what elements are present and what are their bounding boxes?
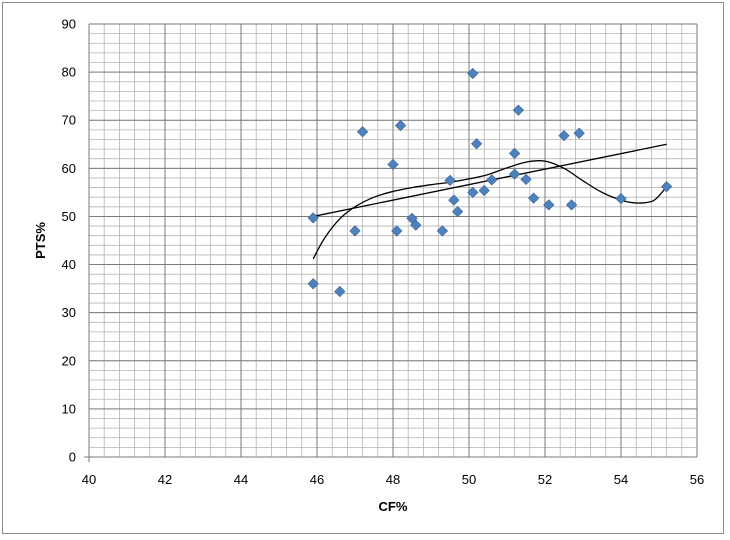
x-tick-label: 48 — [386, 472, 400, 487]
data-point — [486, 174, 498, 186]
data-point — [543, 199, 555, 211]
y-tick-label: 50 — [62, 209, 76, 224]
y-axis-title: PTS% — [33, 222, 48, 259]
x-tick-label: 50 — [462, 472, 476, 487]
data-point — [410, 219, 422, 231]
data-point — [520, 173, 532, 186]
axes — [84, 24, 697, 462]
data-point — [436, 225, 449, 237]
data-point — [558, 129, 570, 142]
y-tick-label: 90 — [62, 17, 76, 32]
data-point — [508, 147, 521, 160]
x-tick-label: 44 — [234, 472, 248, 487]
x-tick-label: 52 — [538, 472, 552, 487]
y-tick-label: 40 — [62, 257, 76, 272]
data-point — [307, 278, 319, 290]
x-tick-label: 46 — [310, 472, 324, 487]
data-point — [444, 174, 456, 186]
data-point — [470, 138, 483, 150]
data-point — [467, 67, 479, 80]
x-axis-title: CF% — [379, 499, 408, 514]
data-point — [451, 206, 464, 218]
data-point — [565, 199, 578, 211]
y-tick-label: 80 — [62, 65, 76, 80]
data-point — [387, 158, 399, 171]
y-tick-labels: 0 10 20 30 40 50 60 70 80 90 — [62, 17, 76, 465]
data-points — [307, 67, 673, 298]
y-tick-label: 70 — [62, 113, 76, 128]
data-point — [391, 225, 403, 237]
data-point — [615, 193, 627, 205]
y-tick-label: 20 — [62, 353, 76, 368]
data-point — [508, 168, 521, 180]
data-point — [573, 127, 585, 139]
data-point — [448, 194, 460, 206]
x-tick-labels: 40 42 44 46 48 50 52 54 56 — [82, 472, 704, 487]
data-point — [527, 192, 540, 204]
data-point — [307, 212, 319, 224]
x-tick-label: 56 — [690, 472, 704, 487]
y-tick-label: 30 — [62, 305, 76, 320]
x-tick-label: 40 — [82, 472, 96, 487]
grid — [88, 23, 698, 458]
trendlines — [312, 143, 668, 260]
data-point — [660, 180, 673, 193]
data-point — [478, 184, 490, 197]
x-tick-label: 42 — [158, 472, 172, 487]
y-tick-label: 10 — [62, 401, 76, 416]
x-tick-label: 54 — [614, 472, 628, 487]
y-tick-label: 60 — [62, 161, 76, 176]
data-point — [349, 225, 361, 237]
data-point — [394, 119, 407, 132]
data-point — [356, 126, 369, 138]
polynomial-trendline — [312, 160, 668, 260]
data-point — [467, 186, 479, 199]
data-point — [512, 104, 525, 116]
data-point — [334, 285, 346, 298]
y-tick-label: 0 — [69, 450, 76, 465]
